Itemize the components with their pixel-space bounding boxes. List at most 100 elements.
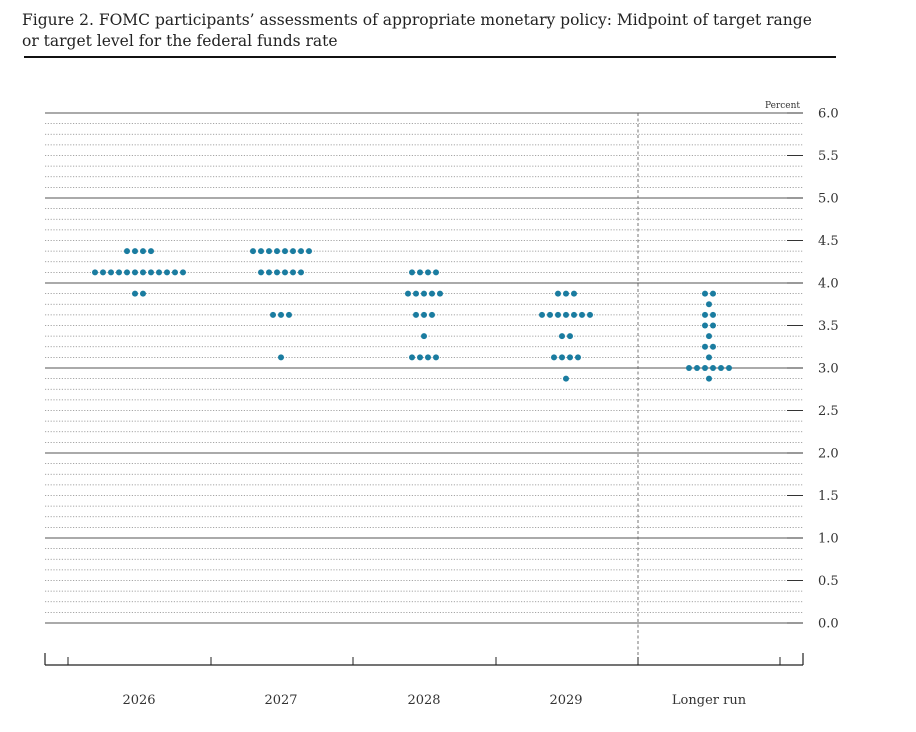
dot-point [567,333,573,340]
dot-point [575,354,581,361]
y-tick-label: 5.5 [818,149,839,164]
dot-point [706,333,712,340]
dot-point [274,248,280,255]
dot-point [559,333,565,340]
dot-point [140,290,146,297]
dot-point [148,269,154,276]
dot-point [148,248,154,255]
dot-point [710,290,716,297]
dot-point [413,311,419,318]
dot-point [718,365,724,371]
x-category-label: Longer run [672,693,747,708]
title-rule [24,56,836,58]
dot-point [270,311,276,318]
dot-point [250,248,256,255]
dot-point [563,375,569,382]
dot-point [587,311,593,318]
y-tick-label: 4.0 [818,277,839,292]
x-category-label: 2026 [122,693,155,708]
dot-point [409,269,415,276]
dot-point [710,311,716,318]
dot-point [140,269,146,276]
dot-point [258,248,264,255]
dot-point [92,269,98,276]
dot-point [563,290,569,297]
x-category-label: 2028 [407,693,440,708]
x-category-label: 2029 [549,693,582,708]
dot-point [433,269,439,276]
dot-point [686,365,692,371]
dot-point [706,354,712,361]
dot-point [298,248,304,255]
dot-point [417,354,423,361]
dot-layer [92,248,732,382]
dot-point [258,269,264,276]
dot-point [100,269,106,276]
y-tick-label: 0.5 [818,574,839,589]
y-tick-label: 1.5 [818,489,839,504]
dot-point [421,311,427,318]
dot-point [706,301,712,308]
dot-point [563,311,569,318]
dot-point [425,354,431,361]
dot-point [421,290,427,297]
dot-point [132,248,138,255]
dot-point [702,311,708,318]
dot-point [140,248,146,255]
dot-point [124,248,130,255]
dot-point [710,343,716,350]
y-tick-label: 1.0 [818,532,839,547]
dot-point [433,354,439,361]
y-tick-label: 0.0 [818,617,839,632]
dot-point [726,365,732,371]
dot-point [567,354,573,361]
dot-point [156,269,162,276]
dot-point [132,290,138,297]
dot-point [710,322,716,329]
dot-point [409,354,415,361]
dot-point [413,290,419,297]
dot-point [429,290,435,297]
dot-point [555,311,561,318]
unit-label: Percent [765,101,800,111]
y-tick-label: 3.0 [818,362,839,377]
dot-point [571,290,577,297]
dot-point [429,311,435,318]
dot-point [425,269,431,276]
axis-layer: 6.0 5.5 5.0 4.5 4.0 3.5 3.0 2.5 2.0 1.5 1.0 0.5 0.0 P… [44,101,839,708]
dot-point [266,269,272,276]
dot-point [555,290,561,297]
dot-point [702,322,708,329]
y-tick-label: 5.0 [818,192,839,207]
dot-point [547,311,553,318]
figure-title: Figure 2. FOMC participants’ assessments… [22,11,812,50]
dot-point [421,333,427,340]
y-tick-label: 6.0 [818,107,839,122]
dot-point [539,311,545,318]
dot-point [405,290,411,297]
dot-point [437,290,443,297]
x-category-label: 2027 [264,693,297,708]
dot-point [306,248,312,255]
dot-point [282,248,288,255]
dot-point [266,248,272,255]
dot-point [702,290,708,297]
y-tick-label: 2.5 [818,404,839,419]
dot-point [290,269,296,276]
dot-point [164,269,170,276]
dot-point [108,269,114,276]
dot-point [278,311,284,318]
dot-point [417,269,423,276]
dot-point [298,269,304,276]
y-tick-label: 2.0 [818,447,839,462]
dot-point [702,343,708,350]
grid-layer [45,112,803,624]
dot-point [132,269,138,276]
y-tick-label: 4.5 [818,234,839,249]
dot-point [286,311,292,318]
dot-point [290,248,296,255]
dot-point [180,269,186,276]
dot-point [172,269,178,276]
dot-point [551,354,557,361]
